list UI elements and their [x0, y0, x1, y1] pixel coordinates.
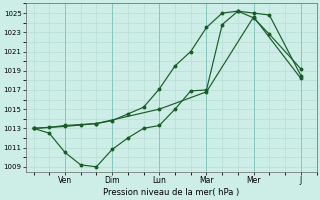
X-axis label: Pression niveau de la mer( hPa ): Pression niveau de la mer( hPa )	[103, 188, 239, 197]
